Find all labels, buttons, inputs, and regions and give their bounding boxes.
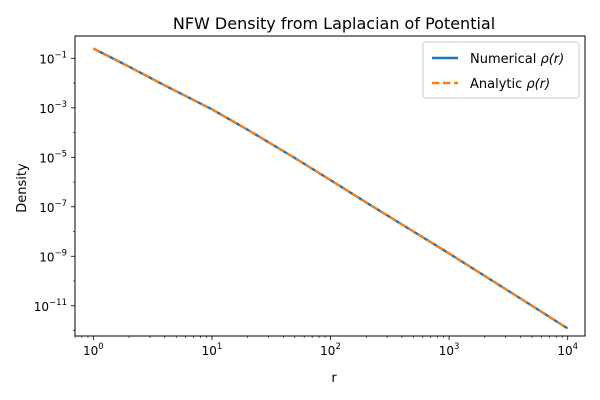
x-axis-label: r bbox=[331, 371, 337, 386]
y-tick-label: 10−11 bbox=[34, 298, 67, 314]
x-tick-base: 10 bbox=[439, 344, 454, 358]
y-axis-label: Density bbox=[15, 163, 30, 213]
x-tick-base: 10 bbox=[557, 344, 572, 358]
y-tick-base: 10 bbox=[39, 102, 54, 116]
y-tick-label: 10−3 bbox=[39, 100, 67, 116]
legend-name: Analytic bbox=[470, 77, 526, 92]
y-tick-exponent: −9 bbox=[54, 248, 67, 258]
legend-math: ρ(r) bbox=[540, 52, 564, 67]
x-tick-exponent: 1 bbox=[217, 342, 222, 352]
y-tick-base: 10 bbox=[34, 300, 49, 314]
series-line-1 bbox=[92, 47, 569, 330]
x-tick-exponent: 3 bbox=[454, 342, 459, 352]
series-layer bbox=[92, 47, 569, 330]
legend-label-0: Numerical ρ(r) bbox=[470, 52, 564, 67]
x-tick-exponent: 4 bbox=[573, 342, 578, 352]
y-tick-label: 10−5 bbox=[39, 149, 67, 165]
y-tick-exponent: −7 bbox=[54, 199, 67, 209]
chart-title: NFW Density from Laplacian of Potential bbox=[173, 14, 495, 33]
x-tick-base: 10 bbox=[83, 344, 98, 358]
x-tick-label: 102 bbox=[320, 342, 341, 358]
x-axis-ticks: 100 101 102 103 104 bbox=[74, 336, 578, 358]
x-tick-base: 10 bbox=[202, 344, 217, 358]
y-tick-exponent: −11 bbox=[49, 298, 67, 308]
y-tick-exponent: −5 bbox=[54, 149, 67, 159]
plot-frame bbox=[74, 35, 586, 337]
legend-box bbox=[422, 41, 580, 99]
x-tick-label: 101 bbox=[202, 342, 223, 358]
y-tick-base: 10 bbox=[39, 52, 54, 66]
x-tick-label: 100 bbox=[83, 342, 104, 358]
legend-label-1: Analytic ρ(r) bbox=[470, 77, 550, 92]
y-axis-ticks: 10−110−310−510−710−910−11 bbox=[34, 50, 75, 331]
x-tick-exponent: 0 bbox=[98, 342, 103, 352]
x-tick-label: 103 bbox=[439, 342, 460, 358]
legend-math: ρ(r) bbox=[526, 77, 550, 92]
x-tick-exponent: 2 bbox=[335, 342, 340, 352]
y-tick-label: 10−1 bbox=[39, 50, 67, 66]
legend-name: Numerical bbox=[470, 52, 540, 67]
y-tick-exponent: −3 bbox=[54, 100, 67, 110]
y-tick-base: 10 bbox=[39, 201, 54, 215]
y-tick-base: 10 bbox=[39, 250, 54, 264]
y-tick-label: 10−9 bbox=[39, 248, 67, 264]
y-tick-base: 10 bbox=[39, 151, 54, 165]
y-tick-exponent: −1 bbox=[54, 50, 67, 60]
y-tick-label: 10−7 bbox=[39, 199, 67, 215]
x-tick-base: 10 bbox=[320, 344, 335, 358]
legend: Numerical ρ(r)Analytic ρ(r) bbox=[422, 41, 580, 99]
x-tick-label: 104 bbox=[557, 342, 578, 358]
